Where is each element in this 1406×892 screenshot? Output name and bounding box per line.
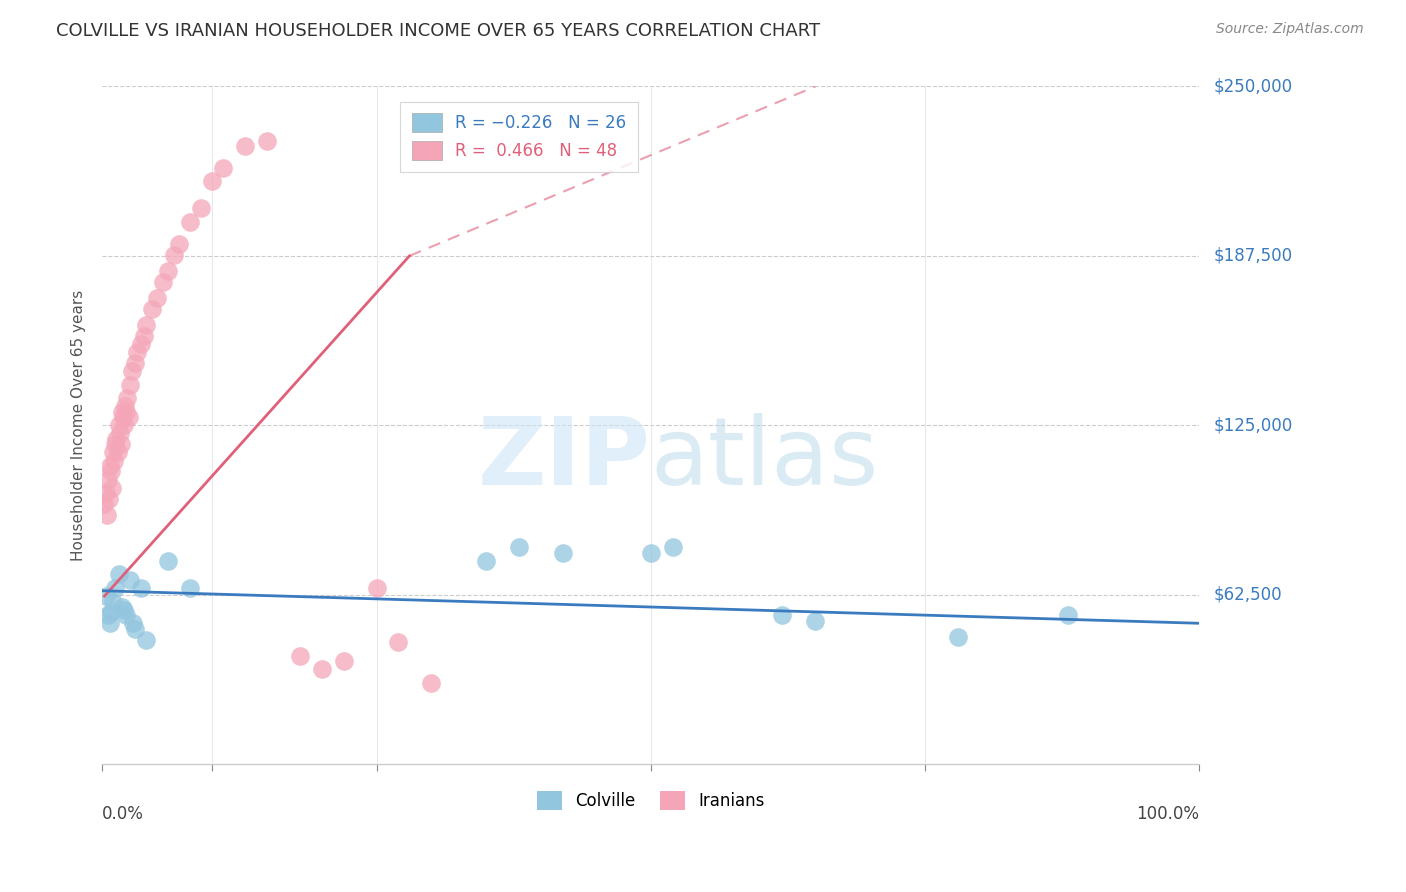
Point <box>117 410 139 425</box>
Point <box>117 391 139 405</box>
Text: ZIP: ZIP <box>478 413 651 505</box>
Point <box>366 581 388 595</box>
Point <box>201 174 224 188</box>
Text: 0.0%: 0.0% <box>103 805 143 823</box>
Point <box>112 418 135 433</box>
Point <box>103 594 125 608</box>
Point <box>97 491 120 506</box>
Y-axis label: Householder Income Over 65 years: Householder Income Over 65 years <box>72 290 86 561</box>
Point <box>98 616 121 631</box>
Point <box>93 497 115 511</box>
Legend: Colville, Iranians: Colville, Iranians <box>530 784 772 817</box>
Point <box>112 410 135 425</box>
Point <box>97 608 120 623</box>
Point <box>772 608 794 623</box>
Point <box>107 445 129 459</box>
Point <box>107 418 129 433</box>
Text: $187,500: $187,500 <box>1213 247 1292 265</box>
Point <box>132 329 155 343</box>
Point <box>124 622 146 636</box>
Point <box>118 377 141 392</box>
Point <box>311 662 333 676</box>
Point <box>551 546 574 560</box>
Point <box>508 541 530 555</box>
Point <box>662 541 685 555</box>
Point <box>804 614 827 628</box>
Point <box>101 481 124 495</box>
Point <box>135 632 157 647</box>
Text: $250,000: $250,000 <box>1213 78 1292 95</box>
Point <box>108 426 131 441</box>
Point <box>96 508 118 522</box>
Point <box>190 202 212 216</box>
Point <box>146 291 169 305</box>
Point <box>98 458 121 473</box>
Point <box>387 635 409 649</box>
Point <box>179 581 201 595</box>
Point <box>129 581 152 595</box>
Point <box>100 465 122 479</box>
Point <box>475 554 498 568</box>
Point <box>118 573 141 587</box>
Point <box>105 432 128 446</box>
Text: COLVILLE VS IRANIAN HOUSEHOLDER INCOME OVER 65 YEARS CORRELATION CHART: COLVILLE VS IRANIAN HOUSEHOLDER INCOME O… <box>56 22 820 40</box>
Point <box>129 337 152 351</box>
Point <box>115 405 138 419</box>
Point <box>256 134 278 148</box>
Point <box>100 606 122 620</box>
Point <box>121 364 143 378</box>
Point <box>288 648 311 663</box>
Point <box>104 581 127 595</box>
Point <box>107 567 129 582</box>
Point <box>212 161 235 175</box>
Point <box>1056 608 1078 623</box>
Point <box>640 546 662 560</box>
Point <box>115 608 138 623</box>
Point <box>157 264 180 278</box>
Point <box>157 554 180 568</box>
Point <box>332 654 354 668</box>
Point <box>103 445 125 459</box>
Point <box>110 437 132 451</box>
Text: $125,000: $125,000 <box>1213 417 1292 434</box>
Point <box>114 400 136 414</box>
Point <box>162 247 184 261</box>
Point <box>103 453 125 467</box>
Point <box>94 589 117 603</box>
Point <box>111 405 134 419</box>
Point <box>233 139 256 153</box>
Point <box>167 236 190 251</box>
Point <box>946 630 969 644</box>
Point <box>112 603 135 617</box>
Text: atlas: atlas <box>651 413 879 505</box>
Point <box>111 600 134 615</box>
Point <box>122 616 145 631</box>
Point <box>94 486 117 500</box>
Point <box>127 345 149 359</box>
Text: $62,500: $62,500 <box>1213 586 1282 604</box>
Point <box>135 318 157 332</box>
Point <box>420 676 443 690</box>
Text: Source: ZipAtlas.com: Source: ZipAtlas.com <box>1216 22 1364 37</box>
Point <box>104 437 127 451</box>
Text: 100.0%: 100.0% <box>1136 805 1199 823</box>
Point <box>152 275 174 289</box>
Point <box>97 473 120 487</box>
Point <box>179 215 201 229</box>
Point <box>124 356 146 370</box>
Point <box>141 301 163 316</box>
